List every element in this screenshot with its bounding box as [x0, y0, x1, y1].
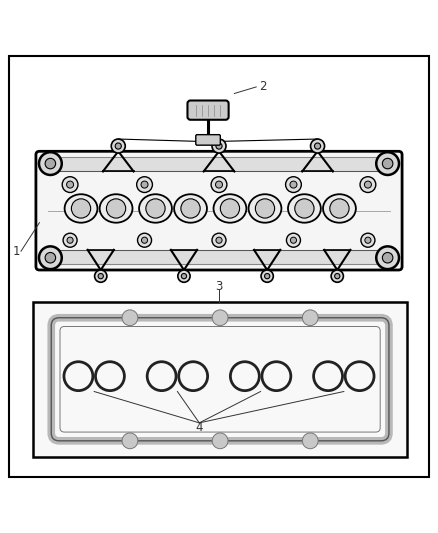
Circle shape [137, 177, 152, 192]
Circle shape [216, 143, 222, 149]
Ellipse shape [139, 194, 172, 223]
Circle shape [220, 199, 240, 218]
Circle shape [382, 253, 393, 263]
Circle shape [376, 152, 399, 175]
Bar [33, 302, 407, 457]
Circle shape [335, 273, 340, 279]
Circle shape [261, 270, 273, 282]
Circle shape [178, 270, 190, 282]
Circle shape [365, 237, 371, 243]
Circle shape [216, 237, 222, 243]
Circle shape [212, 233, 226, 247]
Circle shape [330, 199, 349, 218]
Circle shape [331, 270, 343, 282]
Circle shape [286, 177, 301, 192]
Circle shape [141, 237, 148, 243]
Circle shape [45, 158, 56, 169]
Circle shape [364, 181, 371, 188]
FancyBboxPatch shape [187, 101, 229, 120]
Circle shape [295, 199, 314, 218]
Circle shape [382, 158, 393, 169]
Ellipse shape [323, 194, 356, 223]
Ellipse shape [288, 194, 321, 223]
Circle shape [115, 143, 121, 149]
Ellipse shape [213, 194, 246, 223]
Circle shape [141, 181, 148, 188]
Circle shape [63, 233, 77, 247]
Circle shape [311, 139, 325, 153]
Circle shape [360, 177, 376, 192]
Ellipse shape [249, 194, 281, 223]
Circle shape [215, 181, 223, 188]
Text: 1: 1 [13, 245, 21, 257]
FancyBboxPatch shape [36, 151, 402, 270]
Circle shape [255, 199, 275, 218]
Bar [42, 250, 396, 264]
Circle shape [67, 237, 73, 243]
Circle shape [111, 139, 125, 153]
Ellipse shape [174, 194, 207, 223]
Text: 2: 2 [259, 80, 267, 93]
Circle shape [181, 199, 200, 218]
Circle shape [122, 310, 138, 326]
Ellipse shape [100, 194, 132, 223]
FancyBboxPatch shape [196, 135, 220, 145]
Ellipse shape [65, 194, 97, 223]
Circle shape [98, 273, 103, 279]
Circle shape [212, 310, 228, 326]
Circle shape [290, 181, 297, 188]
Circle shape [265, 273, 270, 279]
Circle shape [314, 143, 321, 149]
Circle shape [146, 199, 165, 218]
Circle shape [211, 177, 227, 192]
Circle shape [376, 246, 399, 269]
Circle shape [181, 273, 187, 279]
Circle shape [122, 433, 138, 449]
Circle shape [361, 233, 375, 247]
Circle shape [67, 181, 74, 188]
Circle shape [212, 433, 228, 449]
Circle shape [106, 199, 126, 218]
Circle shape [95, 270, 107, 282]
Circle shape [302, 433, 318, 449]
Circle shape [290, 237, 297, 243]
Bar [42, 157, 396, 172]
Circle shape [39, 152, 62, 175]
Circle shape [302, 310, 318, 326]
Circle shape [71, 199, 91, 218]
Circle shape [138, 233, 152, 247]
Circle shape [45, 253, 56, 263]
Text: 3: 3 [215, 280, 223, 293]
Circle shape [62, 177, 78, 192]
Text: 4: 4 [195, 421, 203, 434]
Circle shape [212, 139, 226, 153]
Circle shape [286, 233, 300, 247]
Circle shape [39, 246, 62, 269]
